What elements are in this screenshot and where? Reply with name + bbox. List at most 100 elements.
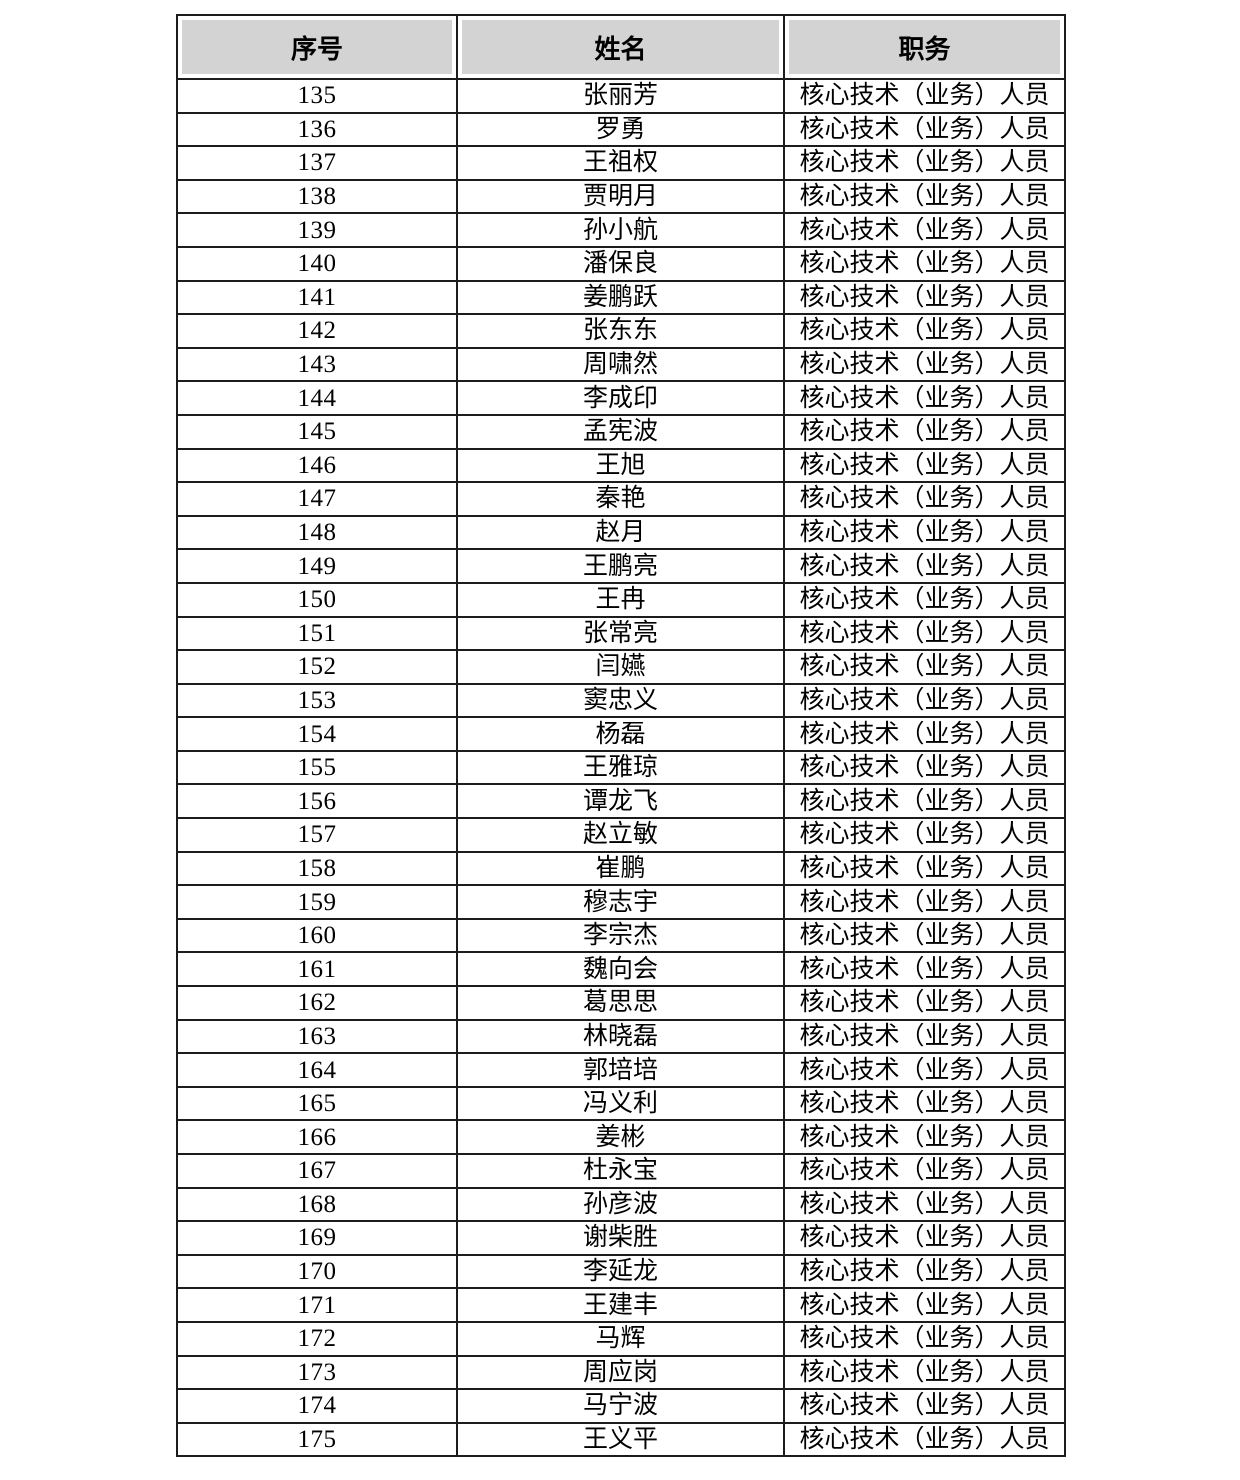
serial-number-cell: 136 <box>176 111 458 148</box>
serial-number-cell: 171 <box>176 1287 458 1323</box>
table-row: 153 窦忠义 核心技术（业务）人员 <box>176 682 1066 719</box>
table-row: 166 姜彬 核心技术（业务）人员 <box>176 1119 1066 1155</box>
table-row: 141 姜鹏跃 核心技术（业务）人员 <box>176 279 1066 316</box>
name-cell: 姜鹏跃 <box>456 279 785 316</box>
table-row: 149 王鹏亮 核心技术（业务）人员 <box>176 548 1066 584</box>
name-cell: 王旭 <box>456 447 785 484</box>
position-cell: 核心技术（业务）人员 <box>783 1186 1066 1223</box>
name-cell: 周啸然 <box>456 346 785 383</box>
position-cell: 核心技术（业务）人员 <box>783 514 1066 551</box>
position-cell: 核心技术（业务）人员 <box>783 78 1066 114</box>
serial-number-cell: 142 <box>176 313 458 349</box>
table-row: 162 葛思思 核心技术（业务）人员 <box>176 985 1066 1021</box>
table-row: 156 谭龙飞 核心技术（业务）人员 <box>176 783 1066 820</box>
name-cell: 葛思思 <box>456 985 785 1021</box>
position-cell: 核心技术（业务）人员 <box>783 1253 1066 1290</box>
position-cell: 核心技术（业务）人员 <box>783 817 1066 853</box>
table-row: 135 张丽芳 核心技术（业务）人员 <box>176 78 1066 114</box>
serial-number-cell: 152 <box>176 649 458 685</box>
name-cell: 马宁波 <box>456 1388 785 1424</box>
serial-number-cell: 174 <box>176 1388 458 1424</box>
position-cell: 核心技术（业务）人员 <box>783 1085 1066 1122</box>
serial-number-cell: 153 <box>176 682 458 719</box>
table-row: 158 崔鹏 核心技术（业务）人员 <box>176 850 1066 887</box>
name-cell: 王义平 <box>456 1421 785 1458</box>
serial-number-cell: 140 <box>176 245 458 282</box>
table-row: 142 张东东 核心技术（业务）人员 <box>176 313 1066 349</box>
table-row: 173 周应岗 核心技术（业务）人员 <box>176 1354 1066 1391</box>
name-cell: 孙小航 <box>456 212 785 248</box>
table-row: 157 赵立敏 核心技术（业务）人员 <box>176 817 1066 853</box>
serial-number-cell: 150 <box>176 581 458 618</box>
name-cell: 孟宪波 <box>456 413 785 450</box>
name-cell: 秦艳 <box>456 481 785 517</box>
name-cell: 孙彦波 <box>456 1186 785 1223</box>
position-cell: 核心技术（业务）人员 <box>783 682 1066 719</box>
name-cell: 潘保良 <box>456 245 785 282</box>
serial-number-cell: 167 <box>176 1153 458 1189</box>
serial-number-cell: 161 <box>176 951 458 988</box>
serial-number-cell: 164 <box>176 1052 458 1088</box>
serial-number-cell: 149 <box>176 548 458 584</box>
serial-number-cell: 148 <box>176 514 458 551</box>
position-cell: 核心技术（业务）人员 <box>783 413 1066 450</box>
name-cell: 穆志宇 <box>456 884 785 920</box>
serial-number-cell: 173 <box>176 1354 458 1391</box>
table-row: 160 李宗杰 核心技术（业务）人员 <box>176 917 1066 954</box>
table-row: 172 马辉 核心技术（业务）人员 <box>176 1320 1066 1357</box>
table-row: 136 罗勇 核心技术（业务）人员 <box>176 111 1066 148</box>
serial-number-cell: 165 <box>176 1085 458 1122</box>
name-cell: 张东东 <box>456 313 785 349</box>
position-cell: 核心技术（业务）人员 <box>783 1354 1066 1391</box>
name-cell: 李延龙 <box>456 1253 785 1290</box>
position-cell: 核心技术（业务）人员 <box>783 380 1066 416</box>
position-cell: 核心技术（业务）人员 <box>783 548 1066 584</box>
table-row: 154 杨磊 核心技术（业务）人员 <box>176 716 1066 752</box>
position-cell: 核心技术（业务）人员 <box>783 1018 1066 1055</box>
table-row: 148 赵月 核心技术（业务）人员 <box>176 514 1066 551</box>
name-cell: 罗勇 <box>456 111 785 148</box>
table-row: 171 王建丰 核心技术（业务）人员 <box>176 1287 1066 1323</box>
serial-number-cell: 170 <box>176 1253 458 1290</box>
position-cell: 核心技术（业务）人员 <box>783 985 1066 1021</box>
position-cell: 核心技术（业务）人员 <box>783 1220 1066 1256</box>
position-cell: 核心技术（业务）人员 <box>783 1153 1066 1189</box>
table-body: 135 张丽芳 核心技术（业务）人员 136 罗勇 核心技术（业务）人员 137… <box>176 78 1066 1458</box>
name-cell: 谭龙飞 <box>456 783 785 820</box>
position-cell: 核心技术（业务）人员 <box>783 111 1066 148</box>
position-cell: 核心技术（业务）人员 <box>783 313 1066 349</box>
serial-number-cell: 160 <box>176 917 458 954</box>
position-cell: 核心技术（业务）人员 <box>783 1052 1066 1088</box>
personnel-table: 序号 姓名 职务 135 张丽芳 核心技术（业务）人员 136 罗勇 核心技术（… <box>176 14 1066 1458</box>
position-cell: 核心技术（业务）人员 <box>783 245 1066 282</box>
serial-number-cell: 145 <box>176 413 458 450</box>
table-row: 159 穆志宇 核心技术（业务）人员 <box>176 884 1066 920</box>
column-header-position: 职务 <box>783 14 1066 80</box>
name-cell: 李宗杰 <box>456 917 785 954</box>
table-row: 164 郭培培 核心技术（业务）人员 <box>176 1052 1066 1088</box>
table-row: 170 李延龙 核心技术（业务）人员 <box>176 1253 1066 1290</box>
position-cell: 核心技术（业务）人员 <box>783 951 1066 988</box>
serial-number-cell: 146 <box>176 447 458 484</box>
position-cell: 核心技术（业务）人员 <box>783 716 1066 752</box>
serial-number-cell: 157 <box>176 817 458 853</box>
name-cell: 杜永宝 <box>456 1153 785 1189</box>
position-cell: 核心技术（业务）人员 <box>783 1320 1066 1357</box>
serial-number-cell: 156 <box>176 783 458 820</box>
name-cell: 王鹏亮 <box>456 548 785 584</box>
table-row: 155 王雅琼 核心技术（业务）人员 <box>176 749 1066 786</box>
table-row: 139 孙小航 核心技术（业务）人员 <box>176 212 1066 248</box>
position-cell: 核心技术（业务）人员 <box>783 212 1066 248</box>
position-cell: 核心技术（业务）人员 <box>783 1119 1066 1155</box>
table-row: 152 闫嬿 核心技术（业务）人员 <box>176 649 1066 685</box>
position-cell: 核心技术（业务）人员 <box>783 884 1066 920</box>
column-header-serial-number: 序号 <box>176 14 458 80</box>
serial-number-cell: 139 <box>176 212 458 248</box>
name-cell: 张丽芳 <box>456 78 785 114</box>
position-cell: 核心技术（业务）人员 <box>783 615 1066 652</box>
position-cell: 核心技术（业务）人员 <box>783 917 1066 954</box>
name-cell: 马辉 <box>456 1320 785 1357</box>
position-cell: 核心技术（业务）人员 <box>783 145 1066 181</box>
serial-number-cell: 163 <box>176 1018 458 1055</box>
name-cell: 王祖权 <box>456 145 785 181</box>
